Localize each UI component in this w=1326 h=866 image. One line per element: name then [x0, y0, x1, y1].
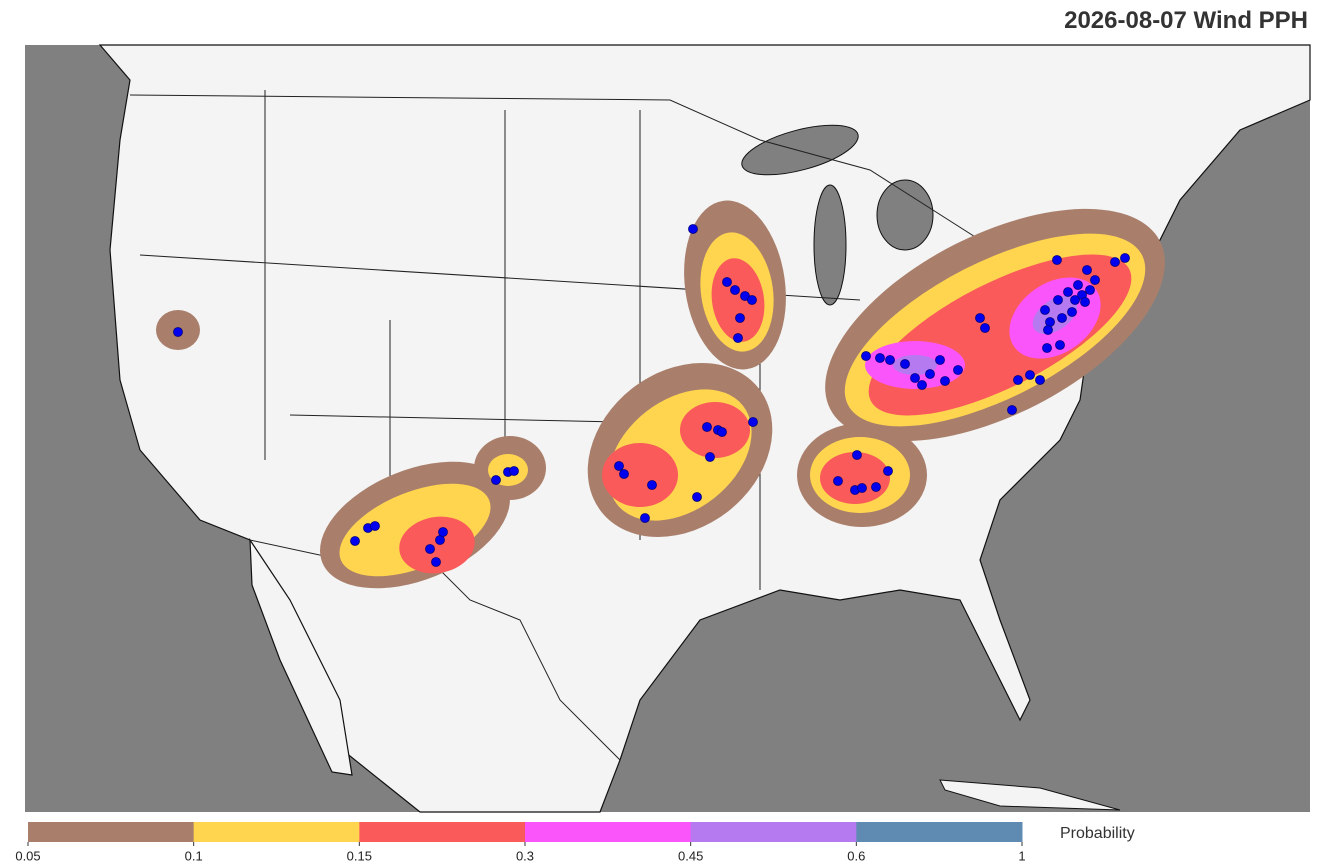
- report: [647, 480, 657, 490]
- report: [733, 333, 743, 343]
- baja: [249, 537, 353, 776]
- colorbar-tick-label: 0.3: [516, 848, 534, 863]
- report: [857, 483, 867, 493]
- risk-area: [602, 443, 678, 507]
- report: [1073, 280, 1083, 290]
- report: [640, 513, 650, 523]
- report: [747, 295, 757, 305]
- report: [1082, 265, 1092, 275]
- report: [953, 365, 963, 375]
- report: [861, 351, 871, 361]
- report: [1080, 297, 1090, 307]
- report: [1067, 307, 1077, 317]
- report: [1053, 295, 1063, 305]
- report: [705, 452, 715, 462]
- cuba: [939, 779, 1121, 811]
- lake: [741, 124, 859, 176]
- report: [940, 376, 950, 386]
- report: [917, 380, 927, 390]
- report: [1035, 375, 1045, 385]
- report: [1052, 255, 1062, 265]
- report: [975, 313, 985, 323]
- report: [730, 285, 740, 295]
- report: [1040, 305, 1050, 315]
- report: [875, 353, 885, 363]
- report: [1085, 285, 1095, 295]
- colorbar-segment: [525, 822, 692, 842]
- report: [935, 355, 945, 365]
- report: [1057, 313, 1067, 323]
- report: [1042, 343, 1052, 353]
- report: [871, 482, 881, 492]
- report: [748, 417, 758, 427]
- report: [717, 427, 727, 437]
- report: [438, 527, 448, 537]
- report: [688, 224, 698, 234]
- colorbar-segment: [359, 822, 526, 842]
- report: [980, 323, 990, 333]
- report: [883, 466, 893, 476]
- report: [1043, 325, 1053, 335]
- report: [1110, 257, 1120, 267]
- report: [491, 475, 501, 485]
- colorbar-tick-label: 1: [1018, 848, 1025, 863]
- report: [910, 373, 920, 383]
- colorbar-tick-label: 0.1: [185, 848, 203, 863]
- report: [1055, 340, 1065, 350]
- report: [1045, 317, 1055, 327]
- report: [925, 369, 935, 379]
- lake: [876, 179, 934, 251]
- report: [852, 450, 862, 460]
- report: [885, 355, 895, 365]
- colorbar-segment: [28, 822, 195, 842]
- report: [425, 544, 435, 554]
- map: [25, 44, 1311, 813]
- report: [1090, 275, 1100, 285]
- report: [173, 327, 183, 337]
- report: [1070, 295, 1080, 305]
- report: [702, 422, 712, 432]
- report: [350, 536, 360, 546]
- report: [509, 466, 519, 476]
- colorbar-tick-label: 0.15: [347, 848, 372, 863]
- report: [1025, 370, 1035, 380]
- report: [833, 476, 843, 486]
- report: [370, 521, 380, 531]
- report: [735, 313, 745, 323]
- colorbar-tick-label: 0.45: [678, 848, 703, 863]
- reports: [173, 224, 1130, 567]
- colorbar-segment: [193, 822, 360, 842]
- colorbar-tick-label: 0.05: [15, 848, 40, 863]
- report: [1007, 405, 1017, 415]
- colorbar-segment: [856, 822, 1023, 842]
- report: [619, 469, 629, 479]
- risk-area: [820, 452, 890, 504]
- report: [900, 359, 910, 369]
- colorbar-segment: [690, 822, 857, 842]
- report: [431, 557, 441, 567]
- lake: [813, 184, 847, 306]
- risk-area: [399, 516, 475, 574]
- report: [1063, 287, 1073, 297]
- colorbar-label: Probability: [1060, 825, 1135, 842]
- colorbar-tick-label: 0.6: [847, 848, 865, 863]
- colorbar: Probability 0.05 0.1 0.15 0.3 0.45 0.6 1: [15, 822, 1135, 863]
- report: [1013, 375, 1023, 385]
- report: [1120, 253, 1130, 263]
- title: 2026-08-07 Wind PPH: [1064, 7, 1308, 34]
- report: [722, 277, 732, 287]
- report: [692, 492, 702, 502]
- report: [614, 461, 624, 471]
